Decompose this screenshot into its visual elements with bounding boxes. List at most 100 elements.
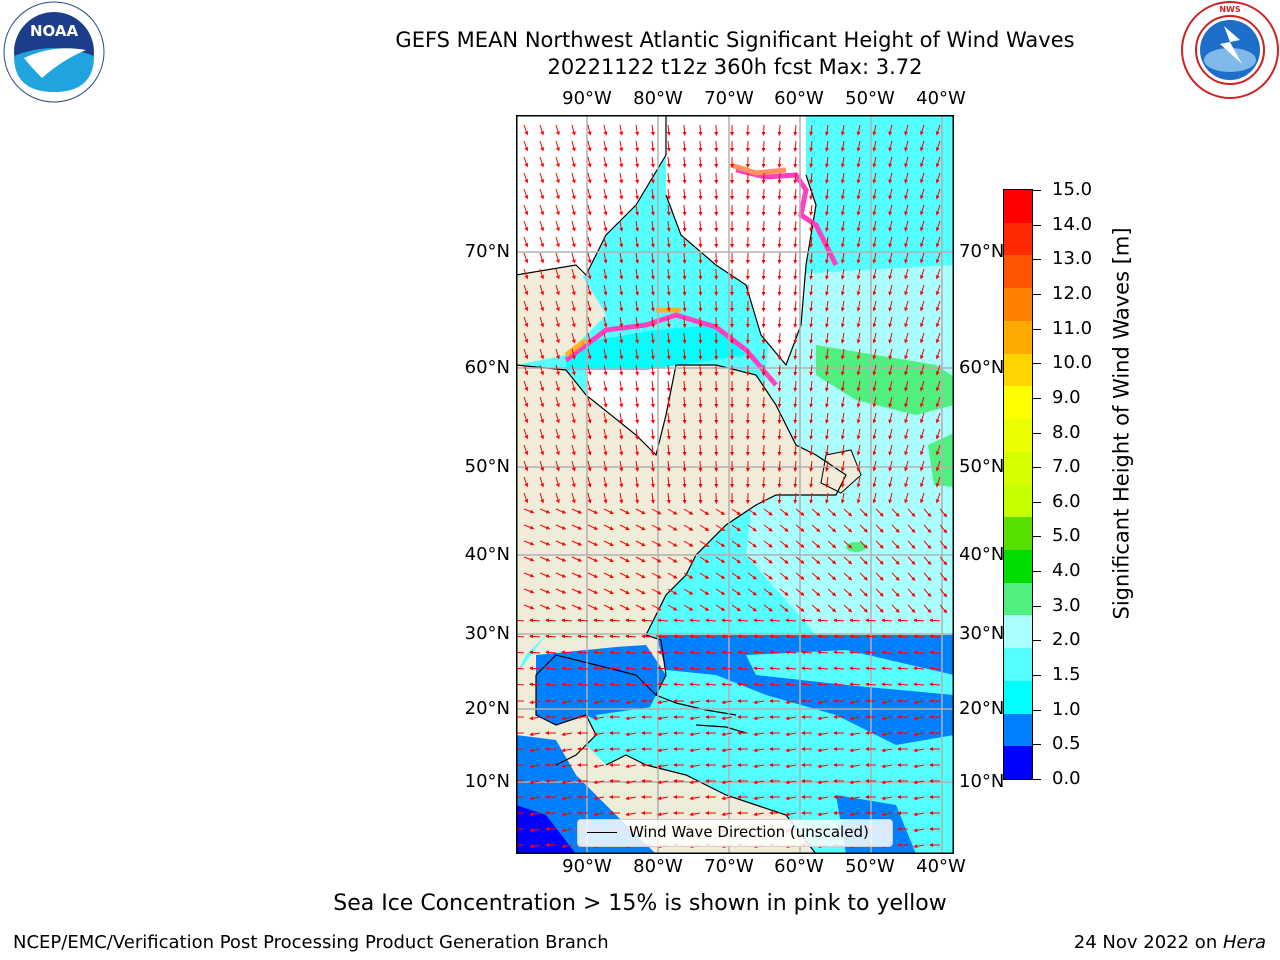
wind-wave-arrow	[809, 300, 814, 312]
wind-wave-arrow	[641, 618, 653, 623]
wind-wave-arrow	[904, 364, 909, 376]
wind-wave-arrow	[657, 682, 669, 687]
wind-wave-arrow	[793, 332, 798, 344]
colorbar-tick-label: 0.5	[1052, 733, 1081, 755]
wind-wave-arrow	[619, 428, 624, 440]
wind-wave-arrow	[529, 716, 541, 721]
lat-label-left: 70°N	[464, 241, 510, 262]
wind-wave-arrow	[619, 492, 624, 504]
wind-wave-arrow	[935, 284, 941, 296]
wind-wave-arrow	[919, 412, 925, 424]
wind-wave-arrow	[666, 220, 671, 232]
legend-label: Wind Wave Direction (unscaled)	[629, 823, 869, 841]
wind-wave-arrow	[872, 332, 877, 344]
wind-wave-arrow	[523, 492, 529, 504]
wind-wave-arrow	[650, 188, 655, 200]
wind-wave-arrow	[683, 572, 694, 579]
wind-wave-arrow	[555, 188, 560, 200]
wind-wave-arrow	[811, 572, 821, 581]
wind-wave-arrow	[619, 220, 624, 232]
wind-wave-arrow	[769, 650, 781, 655]
wind-wave-arrow	[827, 604, 837, 613]
wind-wave-arrow	[763, 556, 773, 564]
wind-wave-arrow	[721, 732, 733, 737]
wind-wave-arrow	[881, 682, 893, 687]
wind-wave-arrow	[523, 348, 529, 360]
wind-wave-arrow	[859, 508, 868, 517]
wind-wave-arrow	[593, 666, 605, 671]
wind-wave-arrow	[840, 316, 845, 328]
wind-wave-arrow	[561, 716, 573, 721]
wind-wave-arrow	[698, 412, 703, 424]
wind-wave-arrow	[673, 666, 685, 671]
wind-wave-arrow	[635, 268, 640, 280]
wind-wave-arrow	[849, 716, 861, 721]
colorbar-tick-mark	[1033, 224, 1041, 226]
wind-wave-arrow	[667, 540, 678, 547]
wind-wave-arrow	[650, 268, 655, 280]
wind-wave-arrow	[539, 252, 545, 264]
wind-wave-arrow	[698, 140, 703, 152]
wind-wave-arrow	[929, 634, 941, 639]
wind-wave-arrow	[539, 156, 545, 168]
wind-wave-arrow	[651, 508, 662, 515]
wind-wave-arrow	[827, 508, 837, 517]
wind-wave-arrow	[843, 524, 853, 533]
wind-wave-arrow	[761, 396, 766, 408]
colorbar-segment	[1004, 582, 1032, 616]
wind-wave-arrow	[840, 252, 845, 264]
wind-wave-arrow	[731, 524, 742, 532]
wind-wave-arrow	[785, 682, 797, 687]
wind-wave-arrow	[769, 666, 781, 671]
wind-wave-arrow	[682, 332, 687, 344]
wind-wave-arrow	[793, 476, 798, 488]
wind-wave-arrow	[843, 572, 853, 581]
wind-wave-arrow	[907, 572, 916, 582]
wind-wave-arrow	[635, 508, 646, 515]
wind-wave-arrow	[777, 428, 782, 440]
wind-wave-arrow	[785, 732, 797, 737]
wind-wave-arrow	[666, 156, 671, 168]
wind-wave-arrow	[840, 444, 845, 456]
wind-wave-arrow	[935, 316, 941, 328]
colorbar-tick-label: 10.0	[1052, 352, 1093, 374]
wind-wave-arrow	[872, 156, 877, 168]
wind-wave-arrow	[881, 634, 893, 639]
wind-wave-arrow	[555, 364, 560, 376]
wind-wave-arrow	[888, 252, 893, 264]
wind-wave-arrow	[793, 380, 798, 392]
wind-wave-arrow	[698, 492, 703, 504]
wind-wave-arrow	[779, 508, 789, 516]
wind-wave-arrow	[929, 682, 941, 687]
wind-wave-arrow	[881, 748, 893, 753]
wind-wave-arrow	[619, 476, 624, 488]
wind-wave-arrow	[785, 748, 797, 753]
wind-wave-arrow	[699, 508, 710, 515]
wind-wave-arrow	[753, 796, 765, 801]
wind-wave-arrow	[872, 412, 877, 424]
wind-wave-arrow	[539, 428, 545, 440]
wind-wave-arrow	[539, 540, 551, 546]
wind-wave-arrow	[635, 444, 640, 456]
wind-wave-arrow	[824, 476, 829, 488]
wind-wave-arrow	[824, 444, 829, 456]
wind-wave-arrow	[824, 124, 829, 136]
wind-wave-arrow	[904, 380, 909, 392]
wind-wave-arrow	[824, 348, 829, 360]
wind-wave-arrow	[849, 650, 861, 655]
wind-wave-arrow	[872, 220, 877, 232]
wind-wave-arrow	[650, 428, 655, 440]
wind-wave-arrow	[777, 364, 782, 376]
wind-wave-arrow	[603, 444, 608, 456]
wind-wave-arrow	[919, 476, 925, 488]
wind-wave-arrow	[561, 764, 573, 769]
wind-wave-arrow	[721, 634, 733, 639]
colorbar-tick-mark	[1033, 744, 1041, 746]
wind-wave-arrow	[856, 492, 861, 504]
wind-wave-arrow	[635, 412, 640, 424]
wind-wave-arrow	[849, 666, 861, 671]
wind-wave-arrow	[603, 172, 608, 184]
wind-wave-arrow	[666, 236, 671, 248]
wind-wave-arrow	[683, 588, 694, 595]
wind-wave-arrow	[872, 380, 877, 392]
